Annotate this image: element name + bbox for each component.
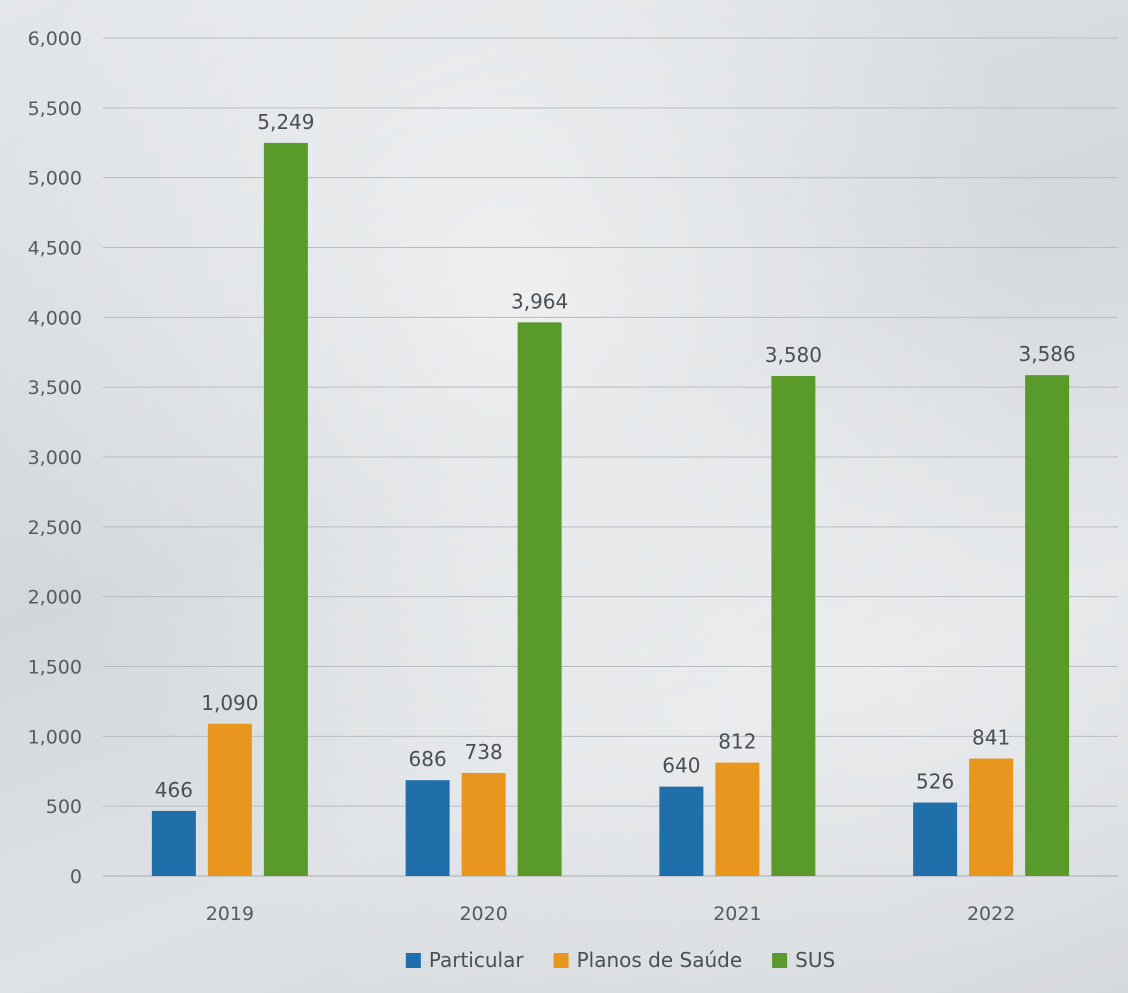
x-tick-label: 2019 — [206, 903, 254, 925]
y-tick-label: 3,000 — [28, 447, 82, 469]
y-tick-label: 500 — [46, 796, 82, 818]
y-tick-label: 3,500 — [28, 377, 82, 399]
bar-planos-de-sa-de-2019 — [207, 723, 252, 876]
y-tick-label: 2,500 — [28, 517, 82, 539]
x-tick-label: 2020 — [459, 903, 507, 925]
y-tick-label: 4,500 — [28, 238, 82, 260]
y-tick-label: 6,000 — [28, 28, 82, 50]
bar-sus-2022 — [1025, 375, 1070, 876]
data-label: 3,586 — [1018, 342, 1075, 366]
bar-sus-2019 — [263, 142, 308, 877]
data-label: 812 — [718, 730, 756, 754]
data-label: 738 — [465, 740, 503, 764]
legend-swatch — [772, 953, 788, 968]
y-tick-label: 5,500 — [28, 98, 82, 120]
legend-label: Planos de Saúde — [577, 948, 743, 972]
legend-swatch — [553, 953, 569, 968]
legend-label: SUS — [795, 948, 835, 972]
bar-sus-2021 — [771, 375, 816, 876]
data-label: 640 — [662, 754, 700, 778]
data-label: 526 — [916, 770, 954, 794]
y-tick-label: 2,000 — [28, 587, 82, 609]
bar-particular-2020 — [405, 780, 450, 876]
data-label: 1,090 — [201, 691, 258, 715]
bar-sus-2020 — [517, 322, 562, 876]
y-tick-label: 0 — [70, 866, 82, 888]
x-tick-label: 2022 — [967, 903, 1015, 925]
y-tick-label: 5,000 — [28, 168, 82, 190]
bar-planos-de-sa-de-2020 — [461, 772, 506, 876]
y-tick-label: 1,000 — [28, 726, 82, 748]
bar-particular-2021 — [659, 786, 704, 876]
data-label: 686 — [409, 747, 447, 771]
bar-particular-2022 — [913, 802, 958, 876]
data-label: 841 — [972, 726, 1010, 750]
x-tick-label: 2021 — [713, 903, 761, 925]
data-label: 3,580 — [765, 343, 822, 367]
data-label: 466 — [155, 778, 193, 802]
data-label: 3,964 — [511, 289, 568, 313]
bar-particular-2019 — [151, 810, 196, 876]
data-label: 5,249 — [257, 110, 314, 134]
bar-planos-de-sa-de-2022 — [969, 758, 1014, 876]
legend-swatch — [405, 953, 421, 968]
y-tick-label: 4,000 — [28, 307, 82, 329]
legend-label: Particular — [429, 948, 525, 972]
y-tick-label: 1,500 — [28, 657, 82, 679]
bar-planos-de-sa-de-2021 — [715, 762, 760, 876]
